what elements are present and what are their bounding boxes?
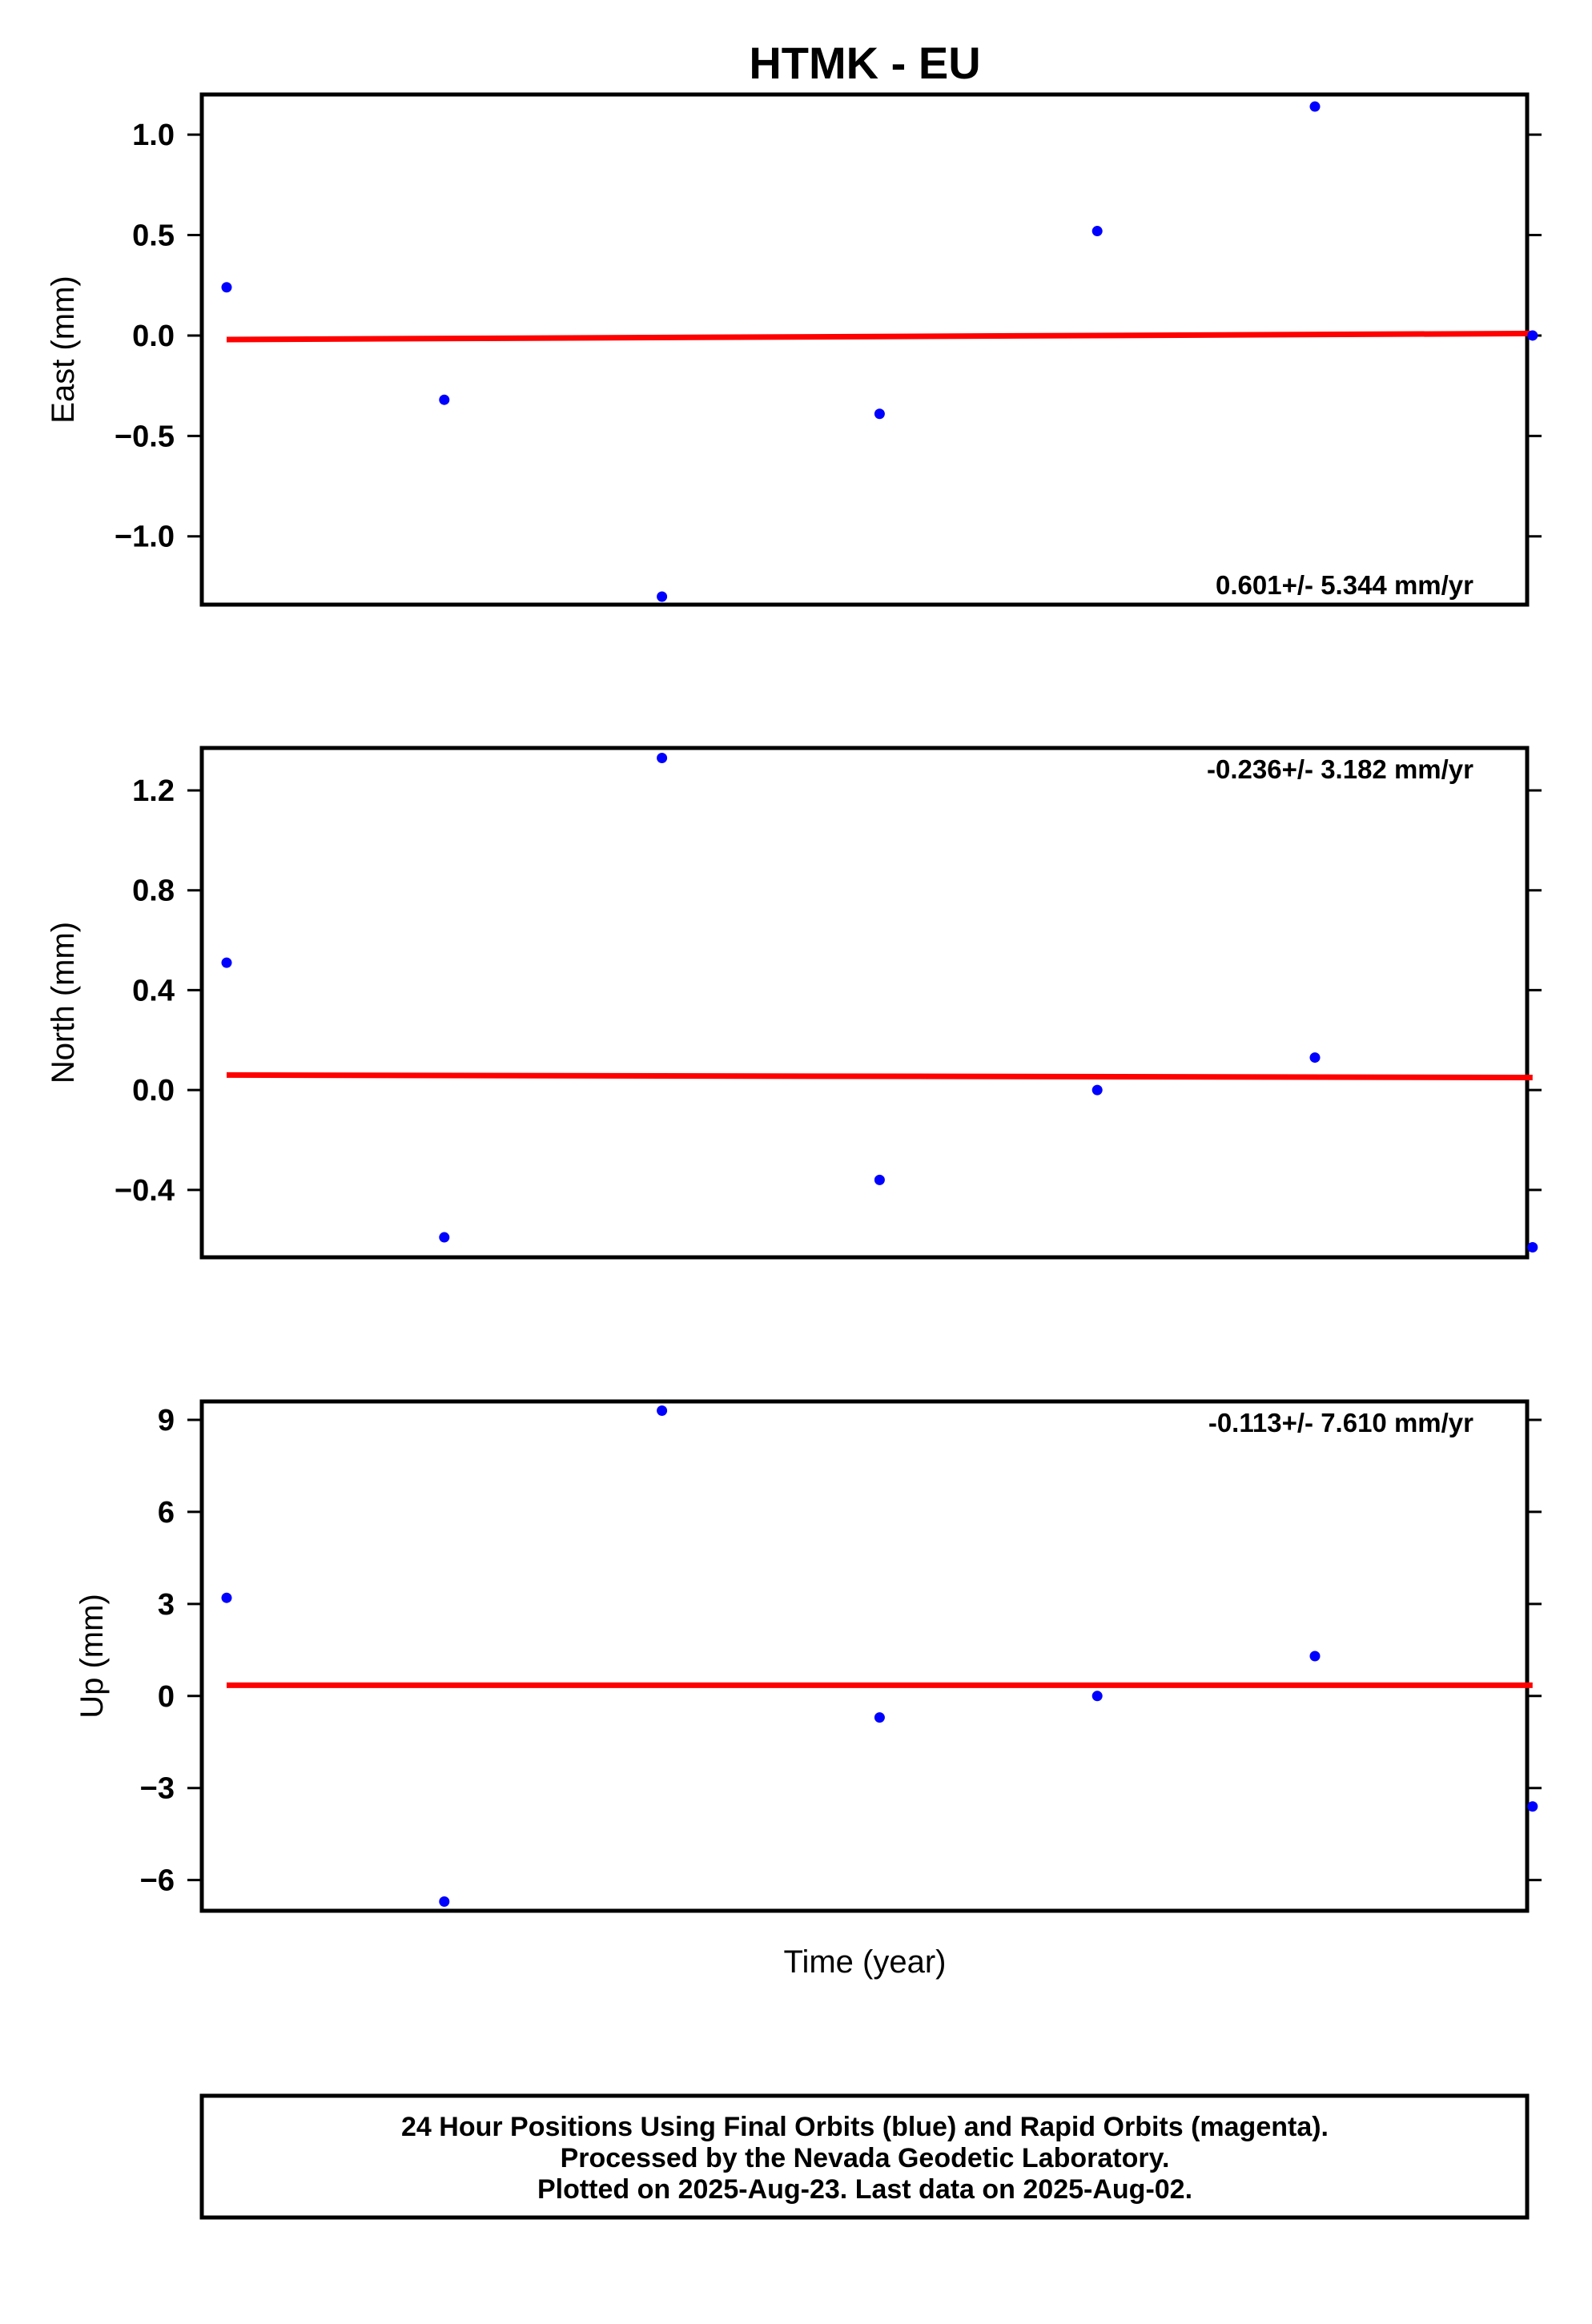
east-data-point: [1309, 101, 1321, 112]
north-ytick-label: 0.0: [132, 1074, 175, 1108]
north-data-point: [221, 957, 232, 968]
up-y-axis-label: Up (mm): [74, 1594, 110, 1719]
up-data-point: [1527, 1801, 1538, 1812]
north-data-point: [1309, 1052, 1321, 1063]
north-data-point: [1091, 1084, 1103, 1096]
east-panel: 1.0 0.5 0.0 −0.5 −1.0 East (mm) 0.601+/- 5.344…: [46, 92, 1542, 607]
north-y-axis-label: North (mm): [46, 922, 81, 1084]
east-plot-frame: [199, 92, 1530, 607]
east-ytick-label: 1.0: [132, 119, 175, 152]
north-ytick-label: 1.2: [132, 774, 175, 808]
up-plot-frame: [199, 1399, 1530, 1913]
footer-line-2: Processed by the Nevada Geodetic Laborat…: [561, 2143, 1170, 2173]
up-ytick-label: 6: [158, 1496, 175, 1530]
east-data-point: [1527, 330, 1538, 341]
north-data-point: [1527, 1242, 1538, 1253]
x-axis-label: Time (year): [784, 1944, 947, 1980]
up-data-point: [657, 1405, 668, 1416]
north-trend-line: [226, 1072, 1533, 1081]
east-rate-label: 0.601+/- 5.344 mm/yr: [1216, 570, 1473, 600]
east-ytick-label: 0.0: [132, 320, 175, 353]
east-ytick-label: −0.5: [115, 420, 175, 453]
north-rate-label: -0.236+/- 3.182 mm/yr: [1207, 754, 1473, 784]
up-rate-label: -0.113+/- 7.610 mm/yr: [1208, 1408, 1473, 1437]
east-data-point: [439, 394, 450, 405]
east-data-point: [657, 591, 668, 602]
up-ytick-label: 0: [158, 1680, 175, 1714]
north-plot-frame: [199, 746, 1530, 1260]
chart-panels: 1.0 0.5 0.0 −0.5 −1.0 East (mm) 0.601+/- 5.344…: [46, 92, 1542, 1913]
east-data-point: [1091, 226, 1103, 237]
up-ytick-label: 9: [158, 1404, 175, 1437]
east-y-axis-label: East (mm): [46, 275, 81, 423]
up-data-point: [221, 1592, 232, 1603]
up-data-point: [1091, 1691, 1103, 1702]
up-ytick-label: −3: [140, 1772, 175, 1806]
east-ytick-label: −1.0: [115, 521, 175, 554]
up-data-point: [1309, 1651, 1321, 1662]
east-data-point: [221, 282, 232, 293]
north-data-point: [439, 1232, 450, 1243]
up-panel: 9 6 3 0 −3 −6 Up (mm) -0.113+/- 7.610 mm/yr: [74, 1399, 1542, 1913]
north-ytick-label: 0.4: [132, 974, 175, 1007]
up-data-point: [439, 1896, 450, 1908]
up-data-point: [874, 1712, 885, 1723]
footer-line-1: 24 Hour Positions Using Final Orbits (bl…: [401, 2112, 1329, 2142]
up-ytick-label: 3: [158, 1588, 175, 1622]
north-ytick-label: 0.8: [132, 875, 175, 908]
east-data-point: [874, 408, 885, 420]
north-panel: 1.2 0.8 0.4 0.0 −0.4 North (mm) -0.236+/- 3.18…: [46, 746, 1542, 1260]
north-data-point: [657, 752, 668, 763]
north-data-point: [874, 1174, 885, 1185]
east-trend-line: [226, 330, 1533, 343]
footer-box: 24 Hour Positions Using Final Orbits (bl…: [199, 2093, 1530, 2220]
north-ytick-label: −0.4: [115, 1174, 175, 1208]
chart-title: HTMK - EU: [749, 38, 980, 88]
up-ytick-label: −6: [140, 1864, 175, 1898]
east-ytick-label: 0.5: [132, 219, 175, 253]
footer-line-3: Plotted on 2025-Aug-23. Last data on 202…: [537, 2174, 1192, 2205]
